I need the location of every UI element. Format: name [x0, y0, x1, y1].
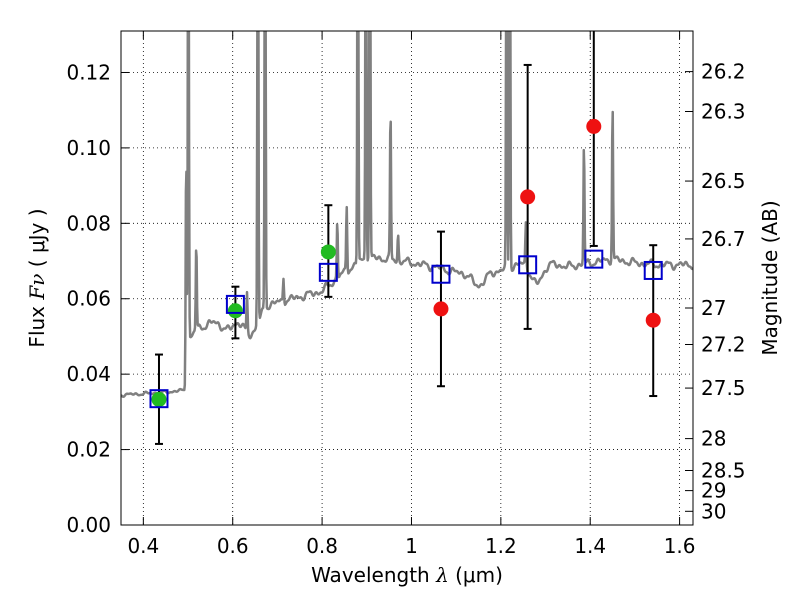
mag-tick-label: 27.2 — [701, 332, 746, 356]
y-tick-label: 0.02 — [66, 438, 111, 462]
y-tick-label: 0.04 — [66, 362, 111, 386]
mag-tick-label: 28 — [701, 427, 726, 451]
spectrum-layer — [121, 31, 693, 398]
y-tick-label: 0.08 — [66, 211, 111, 235]
plot-frame — [120, 30, 694, 526]
mag-tick-label: 26.7 — [701, 227, 746, 251]
model-point — [518, 255, 538, 275]
x-axis-title: Wavelength λ (μm) — [311, 563, 503, 587]
mag-tick-label: 27 — [701, 296, 726, 320]
x-tick-label: 1 — [405, 534, 418, 558]
detection-point — [320, 244, 336, 260]
mag-tick-label: 28.5 — [701, 458, 746, 482]
model-point — [225, 294, 245, 314]
right-axis-title: Magnitude (AB) — [758, 200, 782, 355]
detection-point — [227, 303, 243, 319]
y-axis-title: Flux Fν ( μJy ) — [25, 208, 49, 347]
mag-tick-label: 26.2 — [701, 60, 746, 84]
detection-point — [151, 391, 167, 407]
y-axis-title-suffix: ( μJy ) — [25, 208, 49, 273]
y-tick-label: 0.06 — [66, 287, 111, 311]
y-tick-label: 0.00 — [66, 513, 111, 537]
plot-background — [121, 31, 693, 525]
mag-tick-label: 26.5 — [701, 169, 746, 193]
upper-limit-point — [520, 189, 536, 205]
x-axis-symbol: λ — [435, 563, 449, 587]
model-point — [149, 389, 169, 409]
tick-layer: 0.4 0.6 0.8 1 1.2 1.4 1.6 0.00 0.02 0.04 0.06 0.08 0… — [66, 31, 746, 558]
upper-limit-point — [433, 301, 449, 317]
mag-tick-label: 26.3 — [701, 99, 746, 123]
upper-limit-point — [586, 118, 602, 134]
mag-tick-label: 29 — [701, 479, 726, 503]
x-tick-label: 0.4 — [127, 534, 159, 558]
model-point — [431, 264, 451, 284]
marker-layer — [149, 118, 663, 409]
model-point — [318, 262, 338, 282]
y-tick-label: 0.10 — [66, 136, 111, 160]
upper-limit-point — [645, 312, 661, 328]
mag-tick-label: 27.5 — [701, 376, 746, 400]
mag-tick-label: 30 — [701, 499, 726, 523]
x-axis-title-prefix: Wavelength — [311, 563, 436, 587]
model-point — [584, 249, 604, 269]
model-point — [643, 260, 663, 280]
x-tick-label: 1.6 — [664, 534, 696, 558]
y-axis-symbol: Fν — [25, 274, 49, 301]
x-tick-label: 1.4 — [574, 534, 606, 558]
x-axis-title-suffix: (μm) — [449, 563, 503, 587]
spectrum-line — [121, 31, 693, 398]
y-tick-label: 0.12 — [66, 60, 111, 84]
x-tick-label: 1.2 — [485, 534, 517, 558]
x-tick-label: 0.8 — [306, 534, 338, 558]
x-tick-label: 0.6 — [217, 534, 249, 558]
y-axis-title-prefix: Flux — [25, 300, 49, 348]
